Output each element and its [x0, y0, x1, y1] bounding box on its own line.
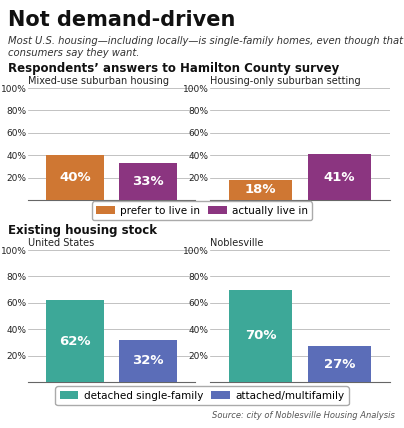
Text: Most U.S. housing—including locally—is single-family homes, even though that’s n: Most U.S. housing—including locally—is s… — [8, 36, 404, 58]
Text: Housing-only suburban setting: Housing-only suburban setting — [210, 76, 361, 86]
Text: 32%: 32% — [133, 354, 164, 367]
Bar — [229, 290, 292, 382]
Bar — [308, 154, 371, 200]
Bar — [119, 163, 177, 200]
Text: Respondents’ answers to Hamilton County survey: Respondents’ answers to Hamilton County … — [8, 62, 339, 75]
Bar — [119, 340, 177, 382]
Text: Not demand-driven: Not demand-driven — [8, 10, 236, 30]
Text: 40%: 40% — [59, 171, 90, 184]
Legend: detached single-family, attached/multifamily: detached single-family, attached/multifa… — [55, 386, 349, 405]
Bar — [308, 346, 371, 382]
Text: 33%: 33% — [133, 175, 164, 188]
Text: United States: United States — [28, 238, 94, 248]
Text: 27%: 27% — [324, 358, 355, 371]
Text: Existing housing stock: Existing housing stock — [8, 224, 157, 237]
Bar — [46, 300, 104, 382]
Text: 18%: 18% — [245, 184, 276, 196]
Text: 70%: 70% — [245, 329, 276, 342]
Text: Mixed-use suburban housing: Mixed-use suburban housing — [28, 76, 169, 86]
Text: Noblesville: Noblesville — [210, 238, 263, 248]
Text: Source: city of Noblesville Housing Analysis: Source: city of Noblesville Housing Anal… — [212, 411, 395, 420]
Text: 62%: 62% — [59, 335, 90, 348]
Legend: prefer to live in, actually live in: prefer to live in, actually live in — [92, 202, 312, 220]
Bar — [46, 155, 104, 200]
Text: 41%: 41% — [324, 170, 356, 184]
Bar — [229, 180, 292, 200]
